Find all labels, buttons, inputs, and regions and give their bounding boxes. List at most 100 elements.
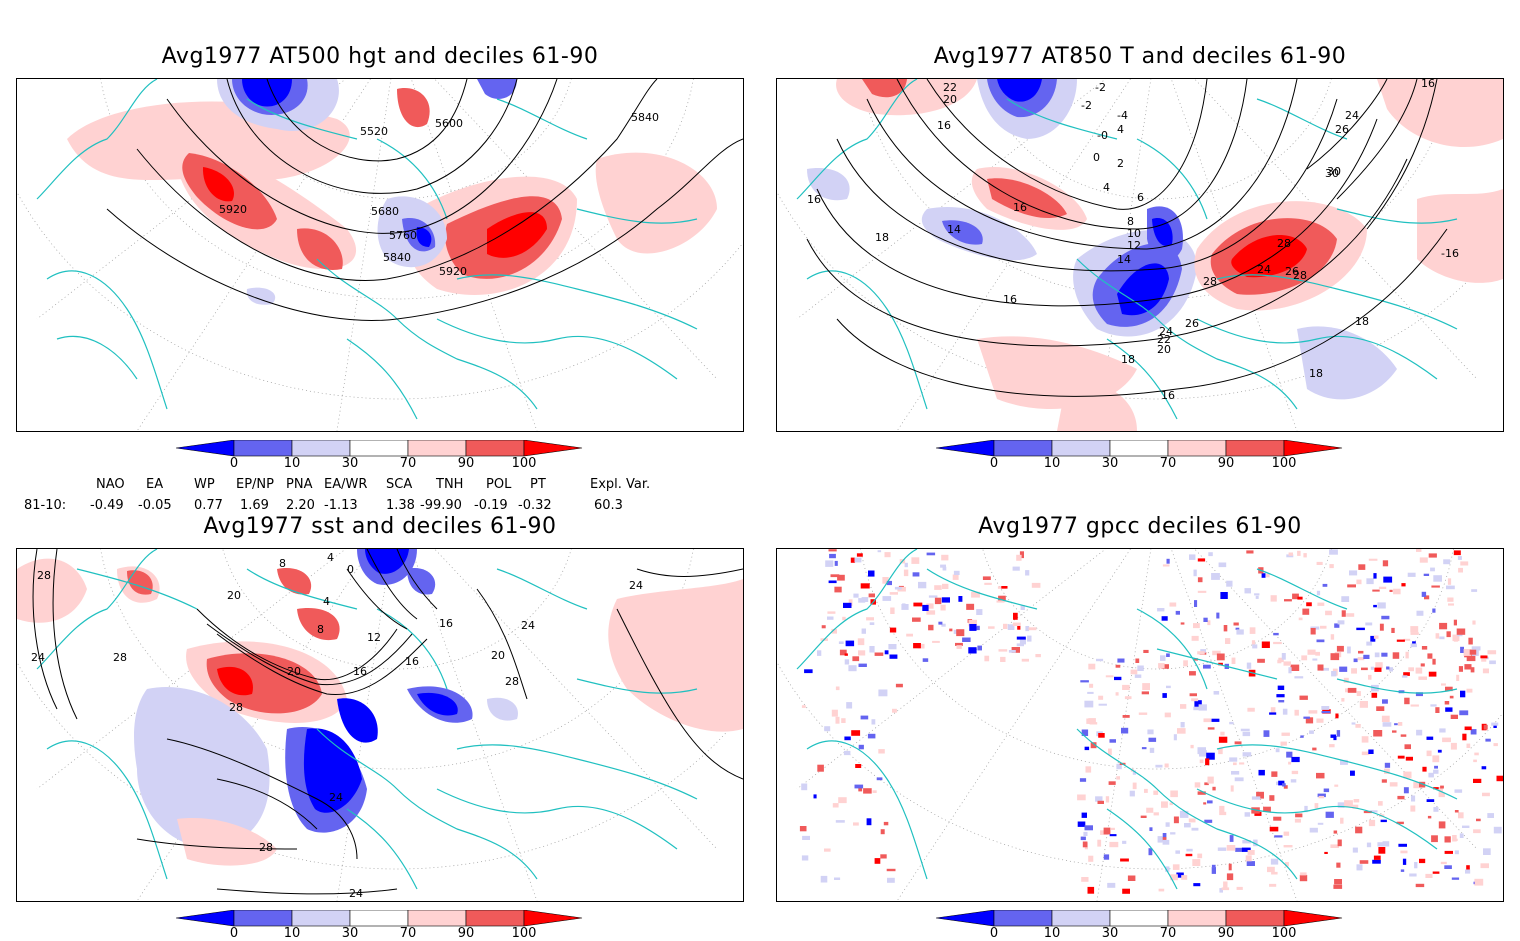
colorbar-tick-label: 70 bbox=[399, 456, 417, 471]
contour-label: 16 bbox=[937, 119, 951, 132]
colorbar-segment bbox=[407, 910, 467, 927]
colorbar-tick-label: 10 bbox=[283, 456, 301, 471]
map-sst: 28 24 28 20 8 4 0 4 12 8 16 16 20 28 24 … bbox=[16, 548, 744, 902]
contour-label: 4 bbox=[1117, 123, 1124, 136]
contour-label: 5920 bbox=[219, 203, 247, 216]
colorbar-segment bbox=[233, 910, 293, 927]
index-value: -0.05 bbox=[138, 498, 172, 513]
contour-label: 20 bbox=[491, 649, 505, 662]
contour-label: -2 bbox=[1081, 99, 1092, 112]
index-value: 2.20 bbox=[286, 498, 315, 513]
contour-label: 4 bbox=[323, 595, 330, 608]
colorbar-segment bbox=[465, 910, 525, 927]
contour-label: 28 bbox=[1293, 269, 1307, 282]
contour-label: 22 bbox=[1157, 333, 1171, 346]
map-gpcc bbox=[776, 548, 1504, 902]
contour-label: 5840 bbox=[383, 251, 411, 264]
colorbar-segment bbox=[1109, 440, 1169, 457]
contour-label: 5840 bbox=[631, 111, 659, 124]
contour-label: 14 bbox=[947, 223, 961, 236]
index-value: -0.49 bbox=[90, 498, 124, 513]
contour-label: 5760 bbox=[389, 229, 417, 242]
contour-label: 8 bbox=[1127, 215, 1134, 228]
index-value: -0.32 bbox=[518, 498, 552, 513]
contour-label: 24 bbox=[329, 791, 343, 804]
colorbar-tick-label: 30 bbox=[341, 456, 359, 471]
contour-label: 28 bbox=[229, 701, 243, 714]
contour-label: 0 bbox=[347, 563, 354, 576]
index-header: EP/NP bbox=[236, 477, 274, 492]
contour-label: 26 bbox=[1335, 123, 1349, 136]
contour-label: 16 bbox=[1013, 201, 1027, 214]
precipitation-deciles bbox=[799, 549, 1503, 894]
contour-label: -2 bbox=[1095, 81, 1106, 94]
contour-label: 28 bbox=[505, 675, 519, 688]
contour-label: 18 bbox=[1355, 315, 1369, 328]
colorbar-tick-label: 10 bbox=[1043, 456, 1061, 471]
index-header: PNA bbox=[286, 477, 313, 492]
colorbar-tick-label: 30 bbox=[1101, 456, 1119, 471]
index-header: WP bbox=[194, 477, 215, 492]
colorbar-segment bbox=[349, 440, 409, 457]
contour-label: 24 bbox=[521, 619, 535, 632]
contour-label: 16 bbox=[1003, 293, 1017, 306]
contour-label: 28 bbox=[259, 841, 273, 854]
colorbar-tick-label: 30 bbox=[1101, 926, 1119, 941]
contour-label: 18 bbox=[1309, 367, 1323, 380]
colorbar-tick-label: 100 bbox=[1271, 456, 1297, 471]
colorbar-segment bbox=[407, 440, 467, 457]
colorbar-tick-label: 0 bbox=[229, 926, 239, 941]
colorbar-segment bbox=[1167, 910, 1227, 927]
map-hgt500: 5920 5520 5600 5840 5680 5760 5840 5920 bbox=[16, 78, 744, 432]
colorbar-tick-label: 10 bbox=[1043, 926, 1061, 941]
index-row-label: 81-10: bbox=[24, 498, 67, 513]
contour-label: 16 bbox=[439, 617, 453, 630]
map-t850: 22 20 16 -2 -4 4 -0 0 2 4 6 16 14 8 10 1… bbox=[776, 78, 1504, 432]
colorbar-segment bbox=[291, 910, 351, 927]
contour-label: 5920 bbox=[439, 265, 467, 278]
colorbar-tick-label: 70 bbox=[399, 926, 417, 941]
contour-label: 16 bbox=[353, 665, 367, 678]
index-header: Expl. Var. bbox=[590, 477, 651, 492]
contour-label: 28 bbox=[1277, 237, 1291, 250]
contour-label: 30 bbox=[1325, 167, 1339, 180]
colorbar-segment bbox=[349, 910, 409, 927]
colorbar-tick-label: 90 bbox=[1217, 456, 1235, 471]
index-value: 1.69 bbox=[240, 498, 269, 513]
panel-title-t850: Avg1977 AT850 T and deciles 61-90 bbox=[933, 44, 1347, 69]
contour-label: 8 bbox=[279, 557, 286, 570]
colorbar-segment bbox=[1051, 910, 1111, 927]
index-value: -99.90 bbox=[420, 498, 462, 513]
index-header: PT bbox=[530, 477, 546, 492]
contour-label: 24 bbox=[1345, 109, 1359, 122]
colorbar-t850: 0 10 30 70 90 100 bbox=[936, 440, 1346, 471]
colorbar-segment bbox=[993, 910, 1053, 927]
contour-label: -16 bbox=[1441, 247, 1459, 260]
contour-label: 24 bbox=[349, 887, 363, 900]
contour-label: 26 bbox=[1185, 317, 1199, 330]
contour-label: -0 bbox=[1097, 129, 1108, 142]
colorbar-tick-label: 0 bbox=[989, 456, 999, 471]
colorbar-segment bbox=[1109, 910, 1169, 927]
contour-label: 28 bbox=[113, 651, 127, 664]
contour-label: 5520 bbox=[360, 125, 388, 138]
colorbar-segment bbox=[1225, 440, 1285, 457]
index-header: EA/WR bbox=[324, 477, 368, 492]
colorbar-tick-label: 90 bbox=[1217, 926, 1235, 941]
teleconnection-indices: 81-10: NAO EA WP EP/NP PNA EA/WR SCA TNH… bbox=[24, 474, 724, 514]
contour-label: 4 bbox=[1103, 181, 1110, 194]
colorbar-gpcc: 0 10 30 70 90 100 bbox=[936, 910, 1346, 941]
colorbar-tick-label: 100 bbox=[511, 926, 537, 941]
contour-label: 16 bbox=[807, 193, 821, 206]
contour-label: 16 bbox=[1161, 389, 1175, 402]
contour-label: 6 bbox=[1137, 191, 1144, 204]
index-value: 0.77 bbox=[194, 498, 223, 513]
index-header: SCA bbox=[386, 477, 413, 492]
colorbar-segment bbox=[1225, 910, 1285, 927]
contour-label: 24 bbox=[1257, 263, 1271, 276]
contour-label: 20 bbox=[1157, 343, 1171, 356]
colorbar-segment bbox=[465, 440, 525, 457]
contour-label: 20 bbox=[227, 589, 241, 602]
index-value: 1.38 bbox=[386, 498, 415, 513]
contour-label: 20 bbox=[943, 93, 957, 106]
